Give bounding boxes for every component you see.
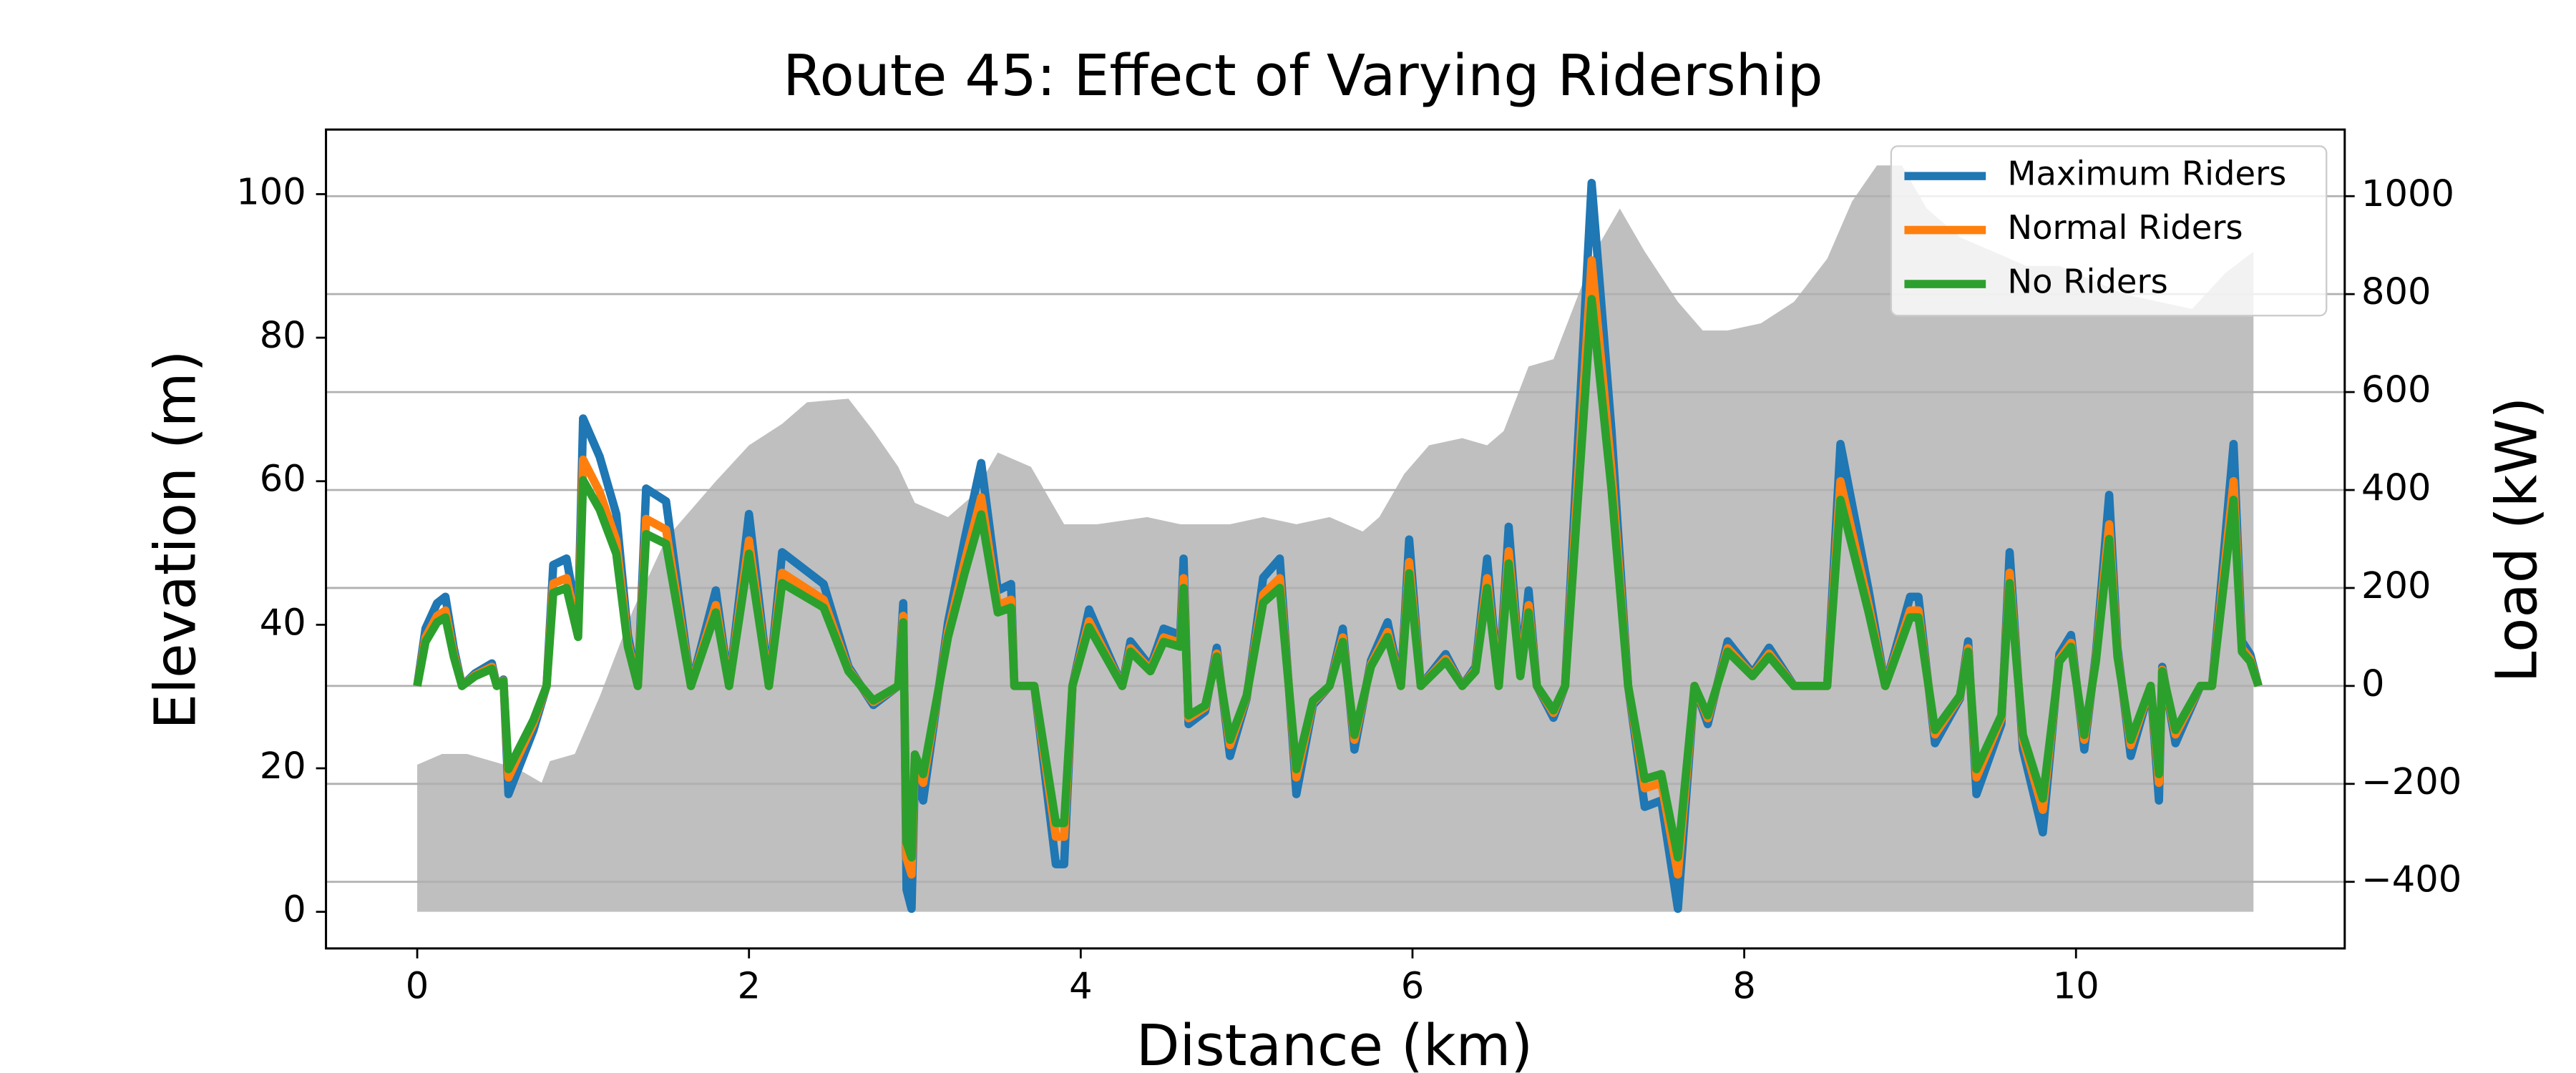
y2-tick-label: 200 — [2361, 565, 2431, 607]
x-axis-label: Distance (km) — [1136, 1013, 1533, 1073]
x-tick-label: 6 — [1401, 966, 1425, 1008]
y2-tick-label: 800 — [2361, 271, 2431, 313]
y2-tick-label: 1000 — [2361, 173, 2454, 215]
legend-box — [1890, 145, 2328, 317]
legend-label: Maximum Riders — [2007, 155, 2286, 193]
y-tick-label: 80 — [260, 315, 306, 357]
legend-label: Normal Riders — [2007, 208, 2243, 247]
x-tick-label: 10 — [2053, 966, 2099, 1008]
load-line — [413, 295, 2263, 862]
y2-tick-label: 400 — [2361, 467, 2431, 509]
plot-frame — [325, 128, 2346, 950]
y-axis-label: Elevation (m) — [143, 351, 209, 730]
x-tick-label: 4 — [1069, 966, 1093, 1008]
y-tick-label: 100 — [236, 171, 306, 213]
x-tick-label: 8 — [1732, 966, 1756, 1008]
y-tick-label: 0 — [283, 889, 306, 931]
chart-title: Route 45: Effect of Varying Ridership — [783, 43, 1823, 109]
y2-tick-label: 600 — [2361, 369, 2431, 411]
x-tick-label: 2 — [737, 966, 761, 1008]
y2-axis-label: Load (kW) — [2484, 397, 2550, 683]
y2-tick-label: −400 — [2361, 859, 2462, 901]
legend-label: No Riders — [2007, 263, 2167, 301]
y2-tick-label: 0 — [2361, 663, 2385, 705]
x-tick-label: 0 — [406, 966, 429, 1008]
y-tick-label: 40 — [260, 602, 306, 644]
legend: Maximum Riders Normal Riders No Riders — [1890, 145, 2328, 317]
elevation-area — [417, 165, 2254, 912]
y-tick-label: 60 — [260, 459, 306, 501]
y-tick-label: 20 — [260, 745, 306, 788]
y2-tick-label: −200 — [2361, 761, 2462, 803]
